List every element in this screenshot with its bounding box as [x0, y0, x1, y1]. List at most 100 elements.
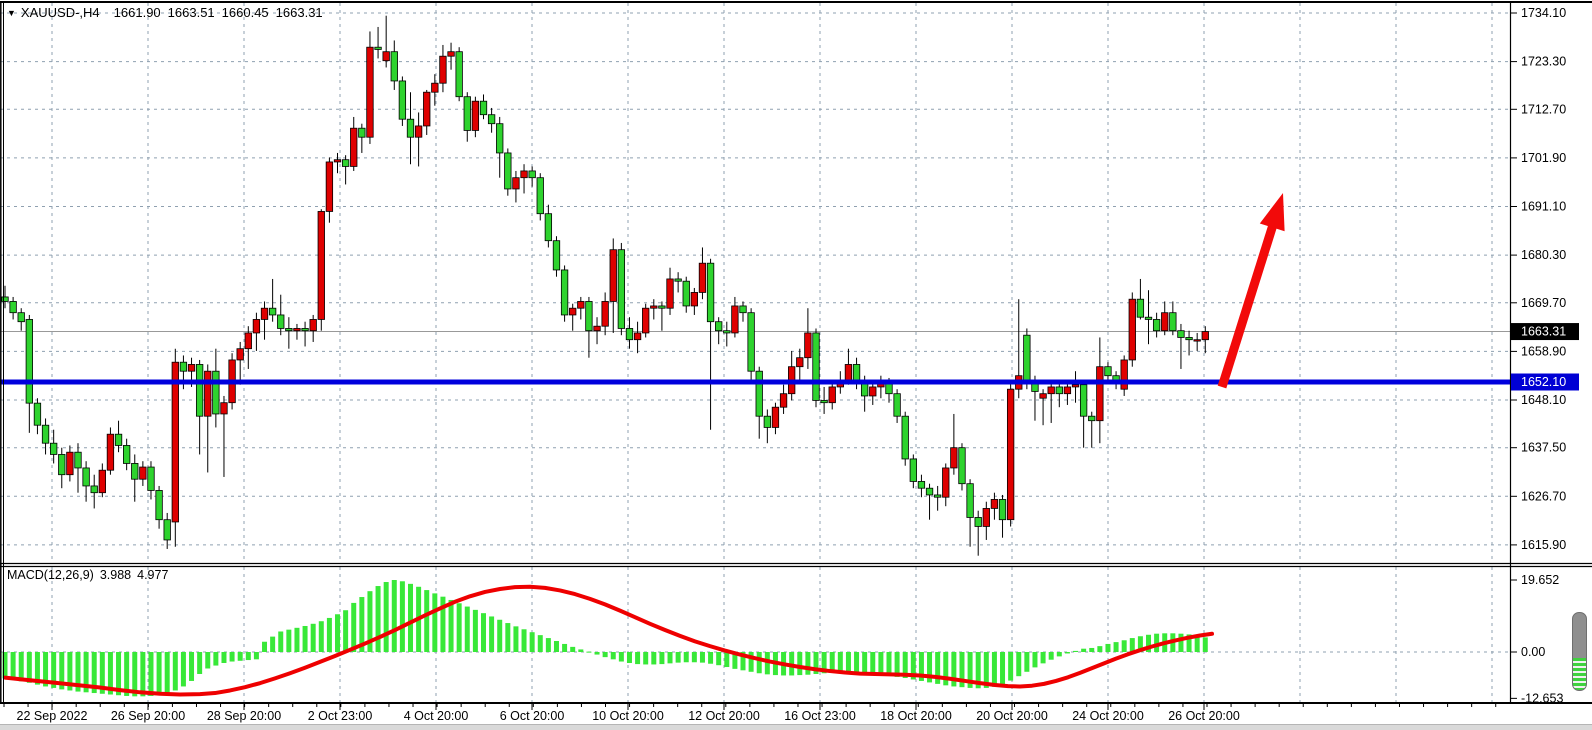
macd-bar [1064, 652, 1070, 654]
candle-body [374, 46, 382, 50]
macd-bar [886, 652, 892, 676]
candle-body [1120, 359, 1128, 390]
macd-bar [805, 652, 811, 675]
candle-body [25, 319, 33, 404]
candle-body [293, 328, 301, 332]
macd-bar [67, 652, 73, 691]
macd-bar [172, 652, 178, 691]
chart-title: ▼ XAUUSD-,H4 1661.90 1663.51 1660.45 166… [7, 5, 330, 20]
macd-bar [10, 652, 16, 680]
macd-bar [1113, 642, 1119, 652]
candle-body [625, 328, 634, 341]
macd-bar [975, 652, 981, 689]
macd-bar [643, 652, 649, 665]
macd-bar [383, 582, 389, 652]
candle-body [698, 262, 707, 293]
macd-bar [343, 610, 349, 652]
candle-body [236, 348, 244, 361]
macd-bar [537, 635, 543, 652]
candle-body [9, 301, 17, 314]
time-tick-label: 24 Oct 20:00 [1072, 709, 1144, 723]
macd-bar [140, 652, 146, 697]
candle-body [1047, 386, 1055, 395]
macd-bar [716, 652, 722, 666]
candle-body [601, 301, 609, 327]
macd-bar [610, 652, 616, 660]
candle-body [747, 312, 755, 372]
time-tick-label: 2 Oct 23:00 [308, 709, 373, 723]
macd-bar [75, 652, 81, 692]
candle-body [114, 433, 123, 446]
candle-body [147, 466, 155, 491]
macd-bar [756, 652, 762, 674]
candle-body [455, 51, 463, 98]
macd-bar [813, 652, 819, 674]
candle-body [650, 305, 658, 309]
candle-body [869, 386, 877, 397]
candle-body [763, 415, 771, 428]
macd-bar [156, 652, 162, 696]
candle-body [139, 466, 147, 480]
macd-bar [1081, 648, 1087, 652]
candle-body [277, 314, 285, 329]
candle-body [195, 364, 204, 417]
candle-body [123, 445, 131, 464]
candle-body [1185, 337, 1193, 341]
macd-bar [1097, 646, 1103, 652]
macd-bar [951, 652, 957, 687]
macd-bar [553, 641, 559, 652]
candle-body [252, 319, 261, 334]
macd-histogram-group [2, 580, 1208, 697]
scrollbar-thumb[interactable] [1572, 612, 1587, 691]
macd-bar [991, 652, 997, 687]
candle-body [163, 519, 171, 541]
price-tick-label: 1658.90 [1521, 344, 1566, 358]
candle-body [706, 262, 715, 323]
candle-body [390, 51, 398, 82]
candle-body [90, 485, 98, 494]
macd-bar [229, 652, 235, 662]
price-tick-label: 1648.10 [1521, 393, 1566, 407]
candles-group [1, 15, 1209, 556]
candle-body [593, 325, 601, 332]
macd-bar [1105, 643, 1111, 652]
candle-body [609, 249, 617, 302]
macd-bar [213, 652, 219, 666]
macd-indicator-label: MACD(12,26,9) 3.988 4.977 [7, 568, 174, 582]
candle-body [301, 328, 309, 332]
macd-tick-label: 0.00 [1521, 645, 1545, 659]
candle-body [341, 159, 350, 167]
candle-body [471, 100, 480, 131]
candle-body [536, 177, 544, 215]
macd-bar [837, 652, 843, 673]
macd-bar [983, 652, 989, 688]
macd-bar [391, 580, 397, 652]
candle-body [325, 161, 334, 212]
candle-body [731, 305, 739, 334]
candle-body [414, 125, 423, 138]
macd-bar [1194, 635, 1200, 652]
macd-bar [262, 641, 268, 652]
macd-bar [545, 638, 551, 652]
macd-bar [18, 652, 24, 682]
candle-body [431, 82, 439, 93]
macd-bar [1032, 652, 1038, 668]
trend-arrow-line [1217, 218, 1279, 389]
macd-bar [586, 651, 592, 653]
candle-body [406, 118, 415, 138]
macd-bar [1040, 652, 1046, 664]
macd-bar [489, 616, 495, 652]
macd-bar [440, 596, 446, 652]
macd-bar [408, 583, 413, 652]
symbol-dropdown-icon[interactable]: ▼ [7, 7, 16, 18]
macd-bar [1202, 637, 1208, 652]
macd-bar [132, 652, 138, 697]
candle-body [1096, 366, 1104, 422]
candle-body [1, 296, 9, 302]
candle-body [950, 447, 958, 469]
macd-bar [1129, 638, 1135, 652]
macd-bar [253, 652, 259, 660]
candle-body [633, 332, 642, 341]
macd-bar [456, 603, 462, 652]
